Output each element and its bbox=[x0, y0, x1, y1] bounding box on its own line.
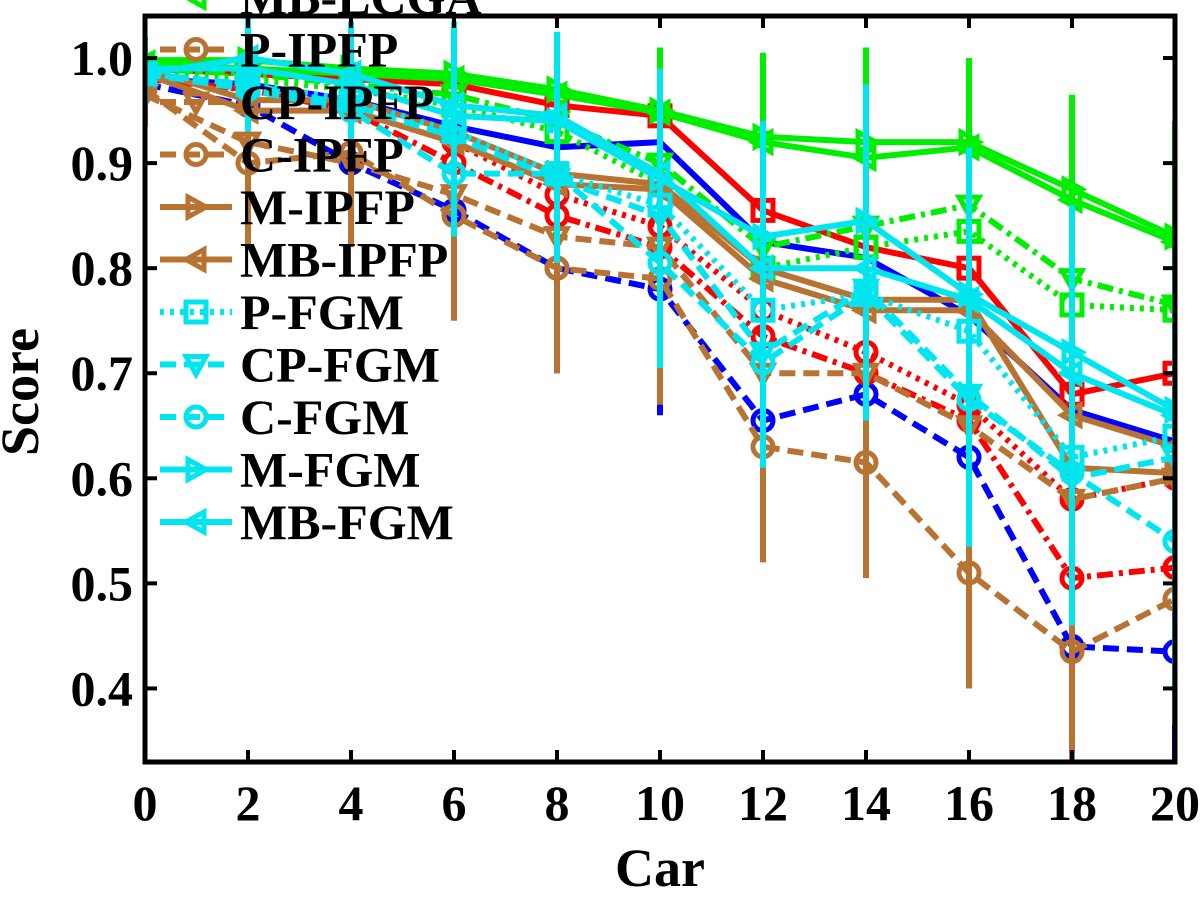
x-tick-label: 16 bbox=[944, 775, 994, 831]
data-point bbox=[541, 101, 568, 131]
legend-marker bbox=[183, 37, 209, 62]
legend-label: CP-FGM bbox=[240, 337, 440, 393]
legend-label: MB-IPFP bbox=[240, 232, 448, 288]
series-line bbox=[145, 70, 1175, 461]
legend-label: M-FGM bbox=[240, 442, 420, 498]
x-tick-label: 18 bbox=[1047, 775, 1097, 831]
data-point bbox=[747, 253, 774, 283]
data-point bbox=[1160, 446, 1175, 473]
data-point bbox=[1162, 423, 1175, 449]
legend-marker bbox=[180, 245, 207, 274]
x-tick-label: 2 bbox=[236, 775, 261, 831]
legend-entry: M-FGM bbox=[160, 442, 420, 498]
legend-entry: P-FGM bbox=[160, 284, 404, 340]
legend-marker bbox=[181, 354, 211, 380]
legend-label: MB-LCGA bbox=[240, 0, 482, 25]
legend-label: P-FGM bbox=[240, 284, 404, 340]
legend-entry: C-IPFP bbox=[160, 127, 404, 183]
x-tick-label: 12 bbox=[738, 775, 788, 831]
x-tick-label: 10 bbox=[635, 775, 685, 831]
data-point bbox=[438, 91, 465, 120]
data-point bbox=[1162, 586, 1175, 612]
y-tick-label: 0.9 bbox=[71, 135, 134, 191]
legend-label: M-IPFP bbox=[240, 179, 415, 235]
legend-marker bbox=[185, 192, 212, 222]
series-line bbox=[145, 87, 1175, 655]
x-tick-label: 4 bbox=[339, 775, 364, 831]
legend-label: MB-FGM bbox=[240, 494, 454, 550]
legend-marker bbox=[186, 0, 207, 12]
y-tick-label: 0.6 bbox=[71, 450, 134, 506]
series-17 bbox=[145, 16, 1175, 563]
series-line bbox=[145, 70, 1175, 544]
legend-marker bbox=[181, 91, 211, 118]
legend-entry: C-FGM bbox=[160, 389, 409, 445]
data-point bbox=[1162, 555, 1175, 581]
legend-entry: P-IPFP bbox=[160, 22, 398, 78]
x-tick-label: 14 bbox=[841, 775, 891, 831]
data-point bbox=[1164, 458, 1175, 488]
data-point bbox=[1162, 297, 1175, 323]
data-point bbox=[1162, 528, 1175, 554]
x-tick-label: 6 bbox=[442, 775, 467, 831]
y-tick-label: 0.4 bbox=[71, 660, 134, 716]
data-point bbox=[145, 59, 156, 89]
data-point bbox=[335, 59, 362, 89]
legend-marker bbox=[180, 507, 207, 537]
x-tick-label: 8 bbox=[545, 775, 570, 831]
data-point bbox=[953, 285, 980, 314]
y-tick-label: 0.8 bbox=[71, 240, 134, 296]
legend-entry: M-IPFP bbox=[160, 179, 415, 235]
data-point bbox=[232, 43, 259, 73]
data-point bbox=[1160, 294, 1175, 321]
legend-label: CP-IPFP bbox=[240, 74, 434, 130]
legend-label: C-FGM bbox=[240, 389, 409, 445]
legend-entry: MB-IPFP bbox=[160, 232, 448, 288]
legend-entry: CP-IPFP bbox=[160, 74, 434, 130]
data-point bbox=[644, 159, 671, 188]
y-tick-label: 0.7 bbox=[71, 345, 134, 401]
data-point bbox=[853, 450, 879, 476]
legend-marker bbox=[183, 299, 209, 325]
legend-label: C-IPFP bbox=[240, 127, 404, 183]
data-point bbox=[956, 560, 982, 586]
legend-marker bbox=[183, 404, 209, 430]
data-point bbox=[1059, 639, 1085, 665]
y-tick-label: 1.0 bbox=[71, 30, 134, 86]
data-point bbox=[1056, 358, 1083, 388]
legend-label: P-IPFP bbox=[240, 22, 398, 78]
data-point bbox=[1162, 639, 1175, 665]
axis-ticks: 0 2 4 6 8 10 12 14 16 18 20 0.4 0.5 0.6 0.7 0.8 0.9 1.0 bbox=[71, 16, 1200, 831]
x-axis-label: Car bbox=[615, 838, 705, 898]
y-tick-label: 0.5 bbox=[71, 555, 134, 611]
series-line bbox=[145, 55, 1175, 419]
legend-entry: MB-LCGA bbox=[186, 0, 482, 25]
legend-entry: CP-FGM bbox=[160, 337, 440, 393]
y-axis-label: Score bbox=[0, 328, 50, 456]
legend-marker bbox=[183, 142, 209, 167]
legend: MB-LCGAP-IPFPCP-IPFPC-IPFPM-IPFPMB-IPFPP… bbox=[160, 0, 482, 550]
legend-marker bbox=[185, 455, 212, 484]
x-tick-label: 0 bbox=[133, 775, 158, 831]
data-point bbox=[850, 253, 877, 283]
series-layer bbox=[145, 16, 1175, 762]
data-point bbox=[145, 77, 158, 103]
x-tick-label: 20 bbox=[1150, 775, 1200, 831]
legend-entry: MB-FGM bbox=[160, 494, 454, 550]
